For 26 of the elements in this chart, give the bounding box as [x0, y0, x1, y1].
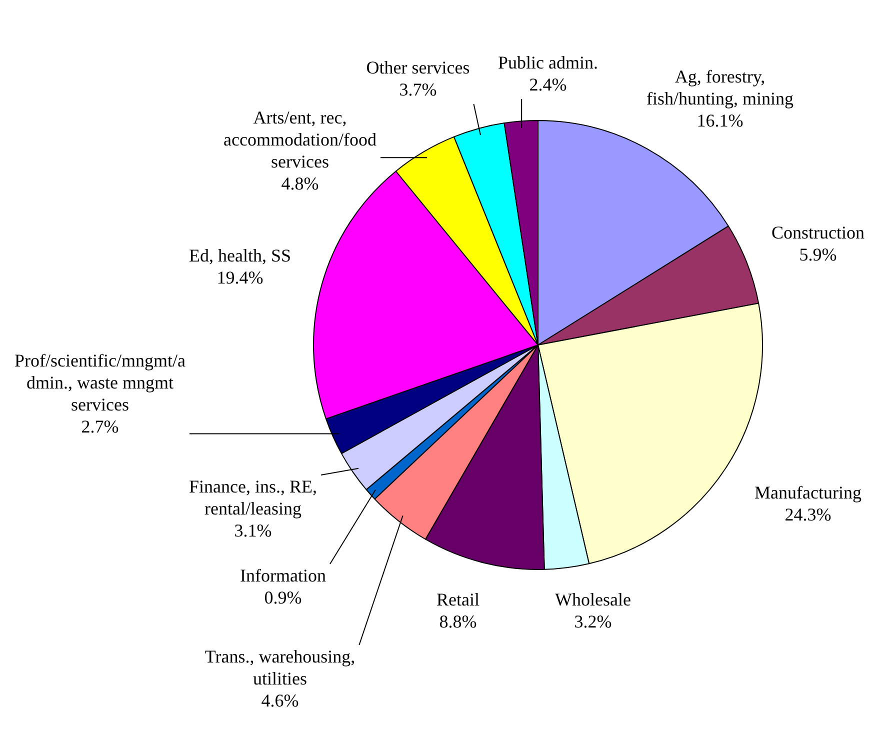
- slice-label: Public admin.: [498, 52, 598, 73]
- slice-label: Manufacturing: [754, 482, 862, 503]
- data-label: 3.1%: [234, 520, 272, 541]
- data-label: 16.1%: [696, 110, 744, 131]
- data-label: 3.7%: [399, 80, 437, 100]
- slice-label: Information: [240, 566, 326, 586]
- data-label: 4.6%: [261, 690, 299, 711]
- data-label: 2.4%: [529, 74, 567, 95]
- slice-label: Prof/scientific/mngmt/admin., waste mngmt services: [14, 350, 186, 415]
- data-label: 8.8%: [439, 612, 477, 632]
- slice-label: Trans., warehousing, utilities: [204, 646, 356, 689]
- data-label: 2.7%: [81, 416, 119, 437]
- slice-label: Retail: [436, 590, 480, 610]
- data-label: 5.9%: [799, 244, 837, 265]
- slice-label: Arts/ent, rec, accommodation/food services: [224, 108, 376, 172]
- slice-label: Other services: [366, 58, 470, 78]
- slice-label: Finance, ins., RE, rental/leasing: [189, 476, 317, 519]
- slice-label: Ag, forestry, fish/hunting, mining: [646, 66, 794, 109]
- slice-label: Wholesale: [555, 590, 631, 610]
- data-label: 0.9%: [264, 588, 302, 608]
- slice-label: Ed, health, SS: [189, 246, 291, 266]
- data-label: 4.8%: [281, 174, 319, 194]
- data-label: 19.4%: [216, 268, 264, 288]
- data-label: 3.2%: [574, 612, 612, 632]
- data-label: 24.3%: [784, 504, 832, 525]
- slice-label: Construction: [772, 222, 864, 243]
